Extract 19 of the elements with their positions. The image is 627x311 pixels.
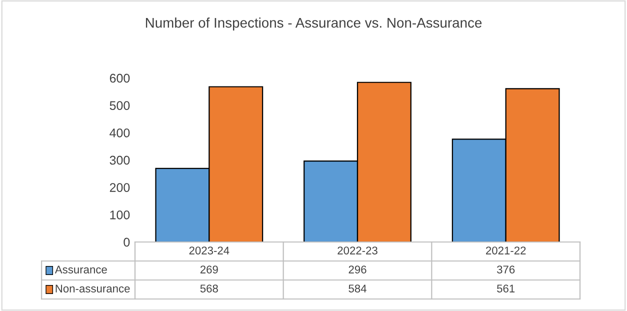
data-label: 568 [200,284,218,292]
y-tick-label: 400 [110,128,130,138]
data-label: 376 [496,266,515,274]
x-tick-label: 2023-24 [189,246,230,254]
x-tick-label: 2021-22 [486,246,526,254]
legend-label: Non-assurance [56,284,130,292]
y-tick-label: 0 [124,238,130,247]
y-tick-label: 600 [110,74,130,83]
y-tick-label: 300 [110,156,130,165]
y-tick-label: 500 [110,101,130,110]
y-tick-label: 200 [110,183,130,192]
legend-label: Assurance [54,266,107,274]
y-tick-label: 100 [110,210,130,220]
data-label: 584 [348,284,366,292]
data-label: 269 [200,266,218,274]
data-label: 296 [348,266,366,274]
x-tick-label: 2022-23 [338,246,378,254]
data-label: 561 [497,284,515,292]
chart-title: Number of Inspections - Assurance vs. Non-Assurance [146,18,482,30]
